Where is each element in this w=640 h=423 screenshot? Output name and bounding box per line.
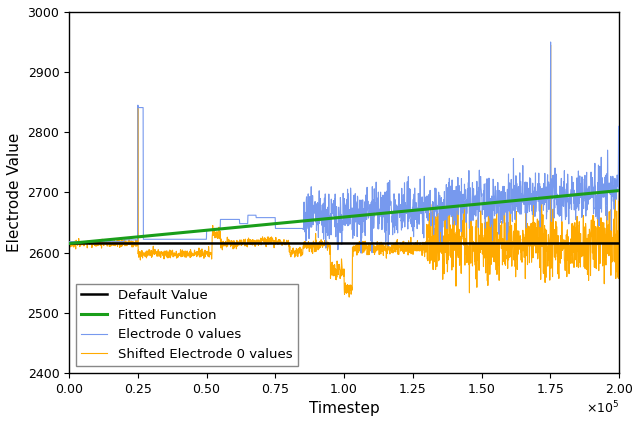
Legend: Default Value, Fitted Function, Electrode 0 values, Shifted Electrode 0 values: Default Value, Fitted Function, Electrod… — [76, 284, 298, 366]
Shifted Electrode 0 values — [499, 262, 506, 267]
Electrode 0 values — [65, 239, 73, 244]
Electrode 0 values — [600, 194, 607, 199]
Text: $\times10^5$: $\times10^5$ — [586, 400, 619, 416]
Fitted Function — [499, 199, 506, 204]
Shifted Electrode 0 values — [65, 242, 73, 247]
Shifted Electrode 0 values — [318, 242, 326, 247]
Fitted Function — [599, 190, 607, 195]
Electrode 0 values — [499, 200, 506, 205]
Electrode 0 values — [333, 204, 340, 209]
Shifted Electrode 0 values — [346, 294, 353, 299]
Fitted Function — [333, 215, 340, 220]
Fitted Function — [318, 217, 326, 222]
Shifted Electrode 0 values — [547, 42, 554, 47]
Line: Fitted Function: Fitted Function — [69, 190, 619, 244]
Line: Shifted Electrode 0 values: Shifted Electrode 0 values — [69, 45, 619, 297]
Electrode 0 values — [600, 186, 607, 191]
Default Value — [615, 241, 623, 246]
Shifted Electrode 0 values — [93, 242, 101, 247]
Electrode 0 values — [93, 239, 101, 244]
Line: Electrode 0 values: Electrode 0 values — [69, 42, 619, 253]
Electrode 0 values — [615, 198, 623, 203]
Default Value — [599, 241, 607, 246]
Fitted Function — [93, 238, 101, 243]
Shifted Electrode 0 values — [615, 246, 623, 251]
Default Value — [65, 241, 73, 246]
X-axis label: Timestep: Timestep — [308, 401, 380, 416]
Electrode 0 values — [547, 39, 554, 44]
Default Value — [599, 241, 607, 246]
Default Value — [499, 241, 506, 246]
Shifted Electrode 0 values — [600, 220, 607, 225]
Fitted Function — [599, 190, 607, 195]
Default Value — [93, 241, 101, 246]
Shifted Electrode 0 values — [600, 235, 607, 240]
Fitted Function — [615, 188, 623, 193]
Shifted Electrode 0 values — [333, 268, 340, 273]
Electrode 0 values — [357, 250, 365, 255]
Fitted Function — [65, 241, 73, 246]
Default Value — [333, 241, 340, 246]
Default Value — [318, 241, 326, 246]
Y-axis label: Electrode Value: Electrode Value — [7, 133, 22, 252]
Electrode 0 values — [318, 214, 326, 219]
